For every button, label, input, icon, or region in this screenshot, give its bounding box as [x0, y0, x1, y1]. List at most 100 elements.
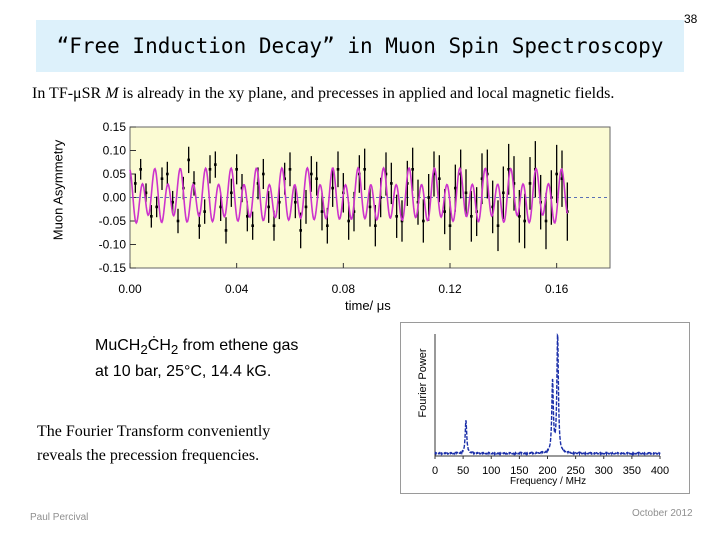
- data-point: [454, 186, 457, 190]
- subtitle-symbol: M: [105, 85, 119, 102]
- data-point: [187, 158, 190, 162]
- fourier-x-tick-label: 350: [623, 465, 641, 477]
- data-point: [384, 172, 388, 176]
- subtitle-prefix: In TF-μSR: [32, 85, 106, 102]
- footer-author: Paul Percival: [30, 512, 89, 523]
- data-point: [134, 182, 137, 185]
- slide-number: 38: [684, 12, 698, 26]
- sample-caption-line1: MuCH2ĊH2 from ethene gas: [95, 335, 298, 361]
- data-point: [411, 168, 414, 171]
- x-tick-label: 0.04: [225, 282, 249, 296]
- data-point: [208, 168, 212, 171]
- fourier-x-tick-label: 400: [651, 465, 669, 477]
- data-point: [166, 172, 169, 176]
- data-point: [480, 177, 484, 180]
- data-point: [518, 215, 521, 218]
- data-point: [144, 191, 148, 195]
- fourier-x-tick-label: 150: [510, 465, 528, 477]
- sample-caption: MuCH2ĊH2 from ethene gas at 10 bar, 25°C…: [95, 335, 298, 383]
- data-point: [395, 215, 398, 218]
- data-point: [443, 210, 446, 213]
- y-tick-label: -0.05: [99, 214, 127, 228]
- data-point: [267, 205, 270, 209]
- data-point: [155, 205, 158, 209]
- fourier-x-tick-label: 300: [595, 465, 613, 477]
- data-point: [224, 229, 228, 232]
- y-tick-label: 0.10: [103, 144, 127, 158]
- caption-formula-sub1: 2: [140, 342, 148, 358]
- data-point: [491, 205, 494, 209]
- data-point: [150, 215, 153, 218]
- subtitle: In TF-μSR M is already in the xy plane, …: [32, 85, 614, 103]
- data-point: [422, 219, 425, 223]
- data-point: [496, 224, 500, 227]
- fourier-peak: [556, 335, 559, 337]
- data-point: [315, 177, 318, 180]
- data-point: [262, 172, 265, 176]
- data-point: [374, 224, 377, 227]
- data-point: [502, 191, 505, 195]
- fourier-x-axis-label: Frequency / MHz: [510, 476, 587, 487]
- data-point: [523, 219, 526, 223]
- data-point: [427, 196, 430, 199]
- fourier-peak: [465, 420, 467, 422]
- data-point: [400, 219, 404, 223]
- caption-formula-sub2: 2: [170, 342, 179, 358]
- sample-caption-line2: at 10 bar, 25°C, 14.4 kG.: [95, 363, 272, 381]
- x-tick-label: 0.12: [438, 282, 462, 296]
- data-point: [528, 182, 532, 185]
- footer-date: October 2012: [632, 508, 693, 519]
- data-point: [192, 182, 196, 185]
- data-point: [251, 224, 254, 227]
- data-point: [304, 205, 308, 209]
- fourier-peak: [551, 378, 554, 381]
- caption-formula-b: ĊH: [147, 337, 171, 354]
- data-point: [448, 224, 452, 227]
- data-point: [512, 182, 516, 185]
- fourier-x-tick-label: 100: [482, 465, 500, 477]
- y-tick-label: 0.15: [103, 120, 127, 134]
- data-point: [214, 163, 217, 166]
- data-point: [438, 177, 441, 180]
- fourier-x-tick-label: 200: [538, 465, 556, 477]
- data-point: [160, 177, 164, 180]
- y-tick-label: 0.05: [103, 167, 127, 181]
- fourier-y-axis-label: Fourier Power: [417, 348, 429, 418]
- fourier-panel-frame: [400, 322, 690, 494]
- fourier-x-tick-label: 0: [432, 465, 438, 477]
- fourier-caption: The Fourier Transform conveniently revea…: [37, 420, 270, 468]
- data-point: [198, 224, 201, 227]
- data-point: [470, 215, 473, 218]
- fourier-x-tick-label: 250: [566, 465, 584, 477]
- data-point: [246, 215, 249, 218]
- data-point: [432, 172, 436, 176]
- fourier-caption-line1: The Fourier Transform conveniently: [37, 423, 271, 440]
- data-point: [544, 219, 548, 223]
- caption-formula-a: MuCH: [95, 337, 141, 354]
- data-point: [219, 205, 222, 209]
- data-point: [336, 168, 340, 171]
- data-point: [139, 168, 142, 171]
- data-point: [320, 210, 324, 213]
- caption-formula-c: from ethene gas: [178, 337, 299, 354]
- x-tick-label: 0.00: [118, 282, 142, 296]
- data-point: [310, 172, 313, 176]
- data-point: [560, 177, 564, 180]
- data-point: [555, 172, 558, 176]
- data-point: [326, 224, 329, 227]
- y-tick-label: -0.10: [99, 238, 127, 252]
- asymmetry-chart: 0.15 0.10 0.05 0.00 -0.05 -0.10 -0.15 0.00 0.04 0…: [99, 120, 611, 296]
- data-point: [294, 200, 297, 204]
- fourier-caption-line2: reveals the precession frequencies.: [37, 447, 260, 464]
- data-point: [363, 168, 366, 171]
- data-point: [288, 168, 292, 171]
- fourier-spectrum-line: [434, 333, 661, 457]
- data-point: [176, 219, 180, 223]
- y-tick-label: 0.00: [103, 191, 127, 205]
- data-point: [230, 191, 233, 195]
- x-tick-label: 0.08: [332, 282, 356, 296]
- fourier-x-tick-label: 50: [457, 465, 469, 477]
- data-point: [352, 210, 356, 213]
- data-point: [272, 224, 276, 227]
